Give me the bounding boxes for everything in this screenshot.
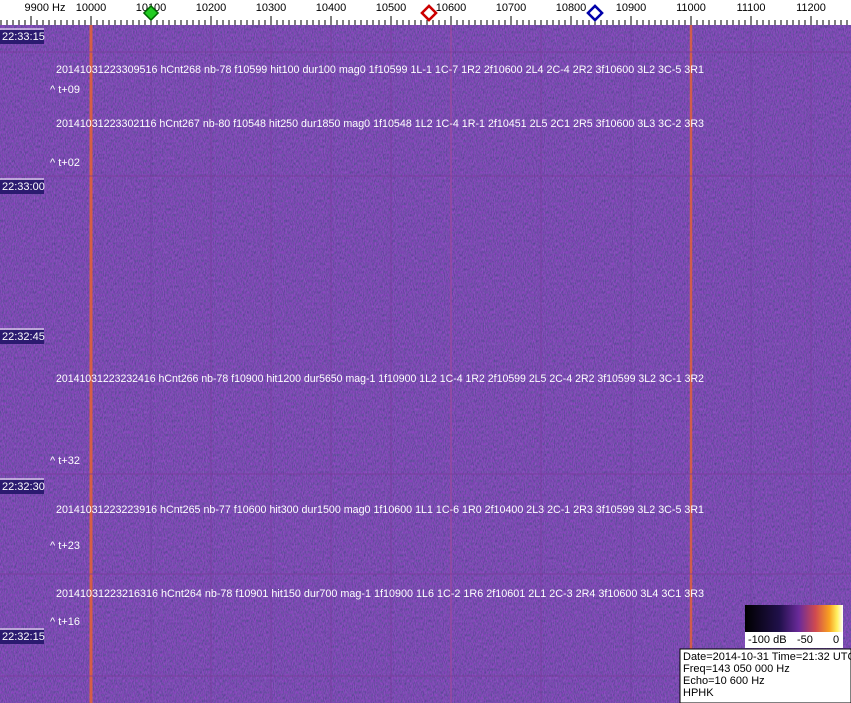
time-label: 22:32:15	[2, 631, 45, 643]
colorbar-scale-bg	[745, 632, 843, 648]
freq-label: 10500	[376, 2, 407, 14]
time-label: 22:33:00	[2, 181, 45, 193]
detection-offset: ^ t+32	[50, 455, 80, 467]
time-label: 22:33:15	[2, 31, 45, 43]
colorbar	[745, 605, 843, 632]
freq-label: 11100	[737, 2, 766, 14]
time-label: 22:32:45	[2, 331, 45, 343]
freq-label: 10900	[616, 2, 647, 14]
freq-label: 10400	[316, 2, 347, 14]
info-line: HPHK	[683, 687, 714, 699]
info-line: Echo=10 600 Hz	[683, 675, 765, 687]
detection-text: 20141031223216316 hCnt264 nb-78 f10901 h…	[56, 588, 704, 600]
time-label-bg	[0, 30, 44, 44]
marker-green[interactable]	[142, 4, 160, 22]
colorbar-label: 0	[833, 634, 839, 646]
detection-offset: ^ t+02	[50, 157, 80, 169]
waterfall-noise	[0, 25, 851, 703]
colorbar-label: -100 dB	[748, 634, 787, 646]
colorbar-label: -50	[797, 634, 813, 646]
freq-label: 11000	[676, 2, 706, 14]
overlay: 22:33:15 22:33:00 22:32:45 22:32:30 22:32:15…	[0, 28, 851, 699]
info-line: Date=2014-10-31 Time=21:32 UTC	[683, 651, 851, 663]
freq-label: 10300	[256, 2, 287, 14]
detection-offset: ^ t+23	[50, 540, 80, 552]
detection-text: 20141031223232416 hCnt266 nb-78 f10900 h…	[56, 373, 704, 385]
detection-offset: ^ t+16	[50, 616, 80, 628]
freq-label: 10800	[556, 2, 587, 14]
time-label-bg	[0, 180, 44, 194]
time-label-bg	[0, 630, 44, 644]
time-label: 22:32:30	[2, 481, 45, 493]
marker-blue[interactable]	[586, 4, 604, 22]
detection-text: 20141031223223916 hCnt265 nb-77 f10600 h…	[56, 504, 704, 516]
time-label-bg	[0, 330, 44, 344]
freq-label: 10000	[76, 2, 107, 14]
time-label-bg	[0, 480, 44, 494]
freq-label: 10600	[436, 2, 467, 14]
info-line: Freq=143 050 000 Hz	[683, 663, 790, 675]
frequency-markers	[142, 4, 604, 22]
detection-offset: ^ t+09	[50, 84, 80, 96]
detection-text: 20141031223309516 hCnt268 nb-78 f10599 h…	[56, 64, 704, 76]
freq-label: 10200	[196, 2, 227, 14]
freq-label: 9900 Hz	[25, 2, 66, 14]
marker-red[interactable]	[420, 4, 438, 22]
freq-label: 10700	[496, 2, 527, 14]
detection-text: 20141031223302116 hCnt267 nb-80 f10548 h…	[56, 118, 704, 130]
info-box	[679, 648, 851, 703]
freq-label: 11200	[796, 2, 826, 14]
frequency-ticks: 9900 Hz100001010010200103001040010500106…	[0, 2, 848, 25]
